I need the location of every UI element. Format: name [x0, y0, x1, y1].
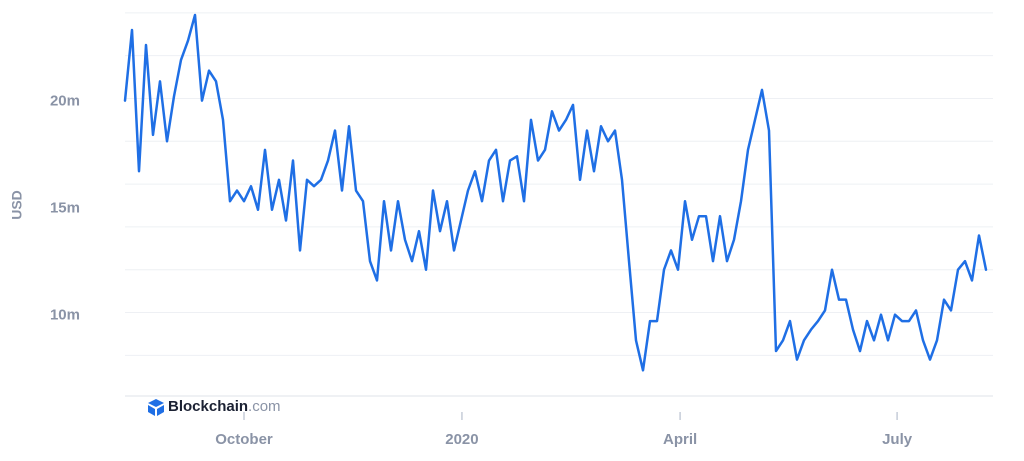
y-tick-label: 20m — [50, 92, 80, 109]
watermark-brand: Blockchain.com — [168, 398, 281, 415]
watermark-brand-text: Blockchain — [168, 398, 248, 415]
x-tick-label: April — [663, 431, 697, 448]
watermark-suffix: .com — [248, 398, 281, 415]
y-axis-label: USD — [9, 190, 25, 220]
y-tick-label: 10m — [50, 306, 80, 323]
data-line — [123, 13, 988, 372]
watermark: Blockchain.com — [148, 398, 281, 416]
watermark-logo — [148, 399, 164, 416]
x-tick-label: July — [882, 431, 913, 448]
x-tick-label: October — [215, 431, 273, 448]
y-tick-label: 15m — [50, 199, 80, 216]
x-tick-label: 2020 — [445, 431, 478, 448]
